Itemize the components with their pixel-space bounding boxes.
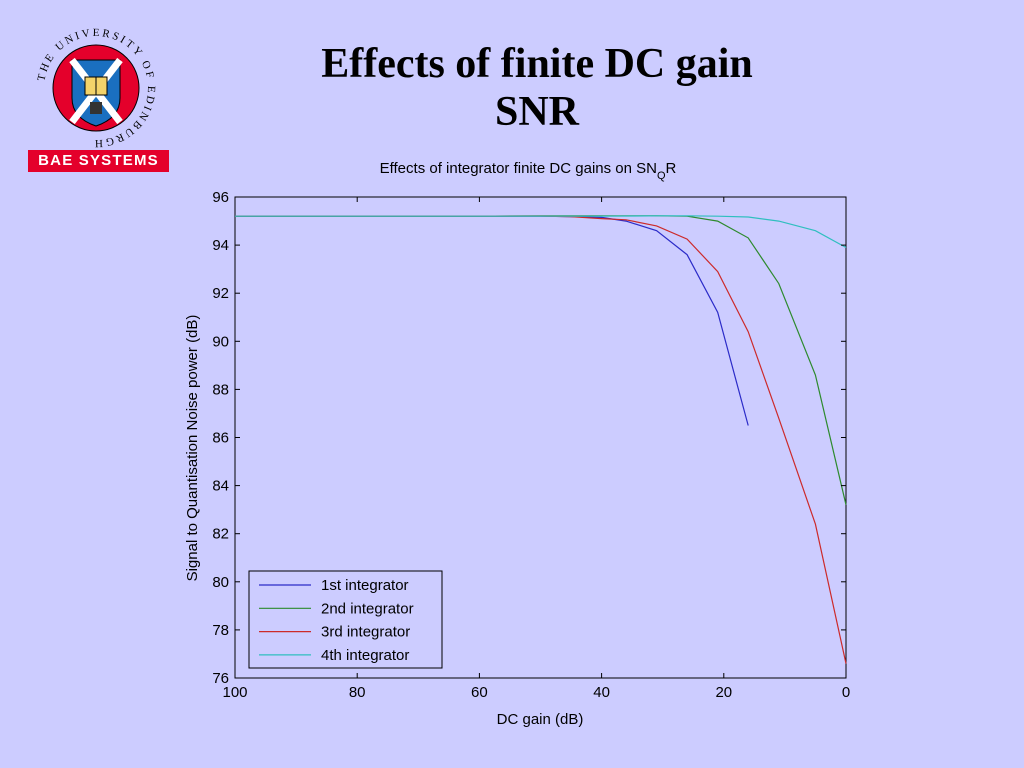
x-axis-label: DC gain (dB) [497,711,584,728]
bae-systems-logo: BAE SYSTEMS [28,150,169,172]
x-tick-label: 80 [349,684,366,701]
y-axis-label: Signal to Quantisation Noise power (dB) [184,315,201,582]
y-tick-label: 88 [212,381,229,398]
legend-label: 4th integrator [321,647,409,664]
series-lines [235,215,847,664]
chart-title: Effects of integrator finite DC gains on… [380,160,677,182]
y-tick-label: 84 [212,478,229,495]
x-tick-label: 20 [715,684,732,701]
legend-box [248,570,443,669]
y-tick-label: 92 [212,285,229,302]
legend-label: 1st integrator [321,577,409,594]
page-title: Effects of finite DC gain SNR [230,40,844,136]
legend-label: 3rd integrator [321,624,410,641]
x-tick-label: 0 [842,684,850,701]
y-tick-label: 78 [212,622,229,639]
axis-ticks: 100 80 60 40 20 0 76 78 80 82 84 86 88 90 92 94 96 [212,189,850,701]
title-line-1: Effects of finite DC gain [321,41,753,87]
series-line-1 [235,215,749,426]
legend: 1st integrator 2nd integrator 3rd integrat… [248,570,443,669]
title-line-2: SNR [494,89,580,135]
y-tick-label: 82 [212,526,229,543]
series-line-2 [235,215,847,505]
x-tick-label: 60 [471,684,488,701]
university-of-edinburgh-logo: THE UNIVERSITY OF EDINBURGH [30,22,166,162]
y-tick-label: 76 [212,670,229,687]
y-tick-label: 86 [212,430,229,447]
y-tick-label: 96 [212,189,229,206]
series-line-4 [235,215,847,249]
x-tick-label: 100 [222,684,247,701]
x-tick-label: 40 [593,684,610,701]
y-tick-label: 80 [212,574,229,591]
y-tick-label: 90 [212,333,229,350]
y-tick-label: 94 [212,237,229,254]
legend-label: 2nd integrator [321,600,414,617]
